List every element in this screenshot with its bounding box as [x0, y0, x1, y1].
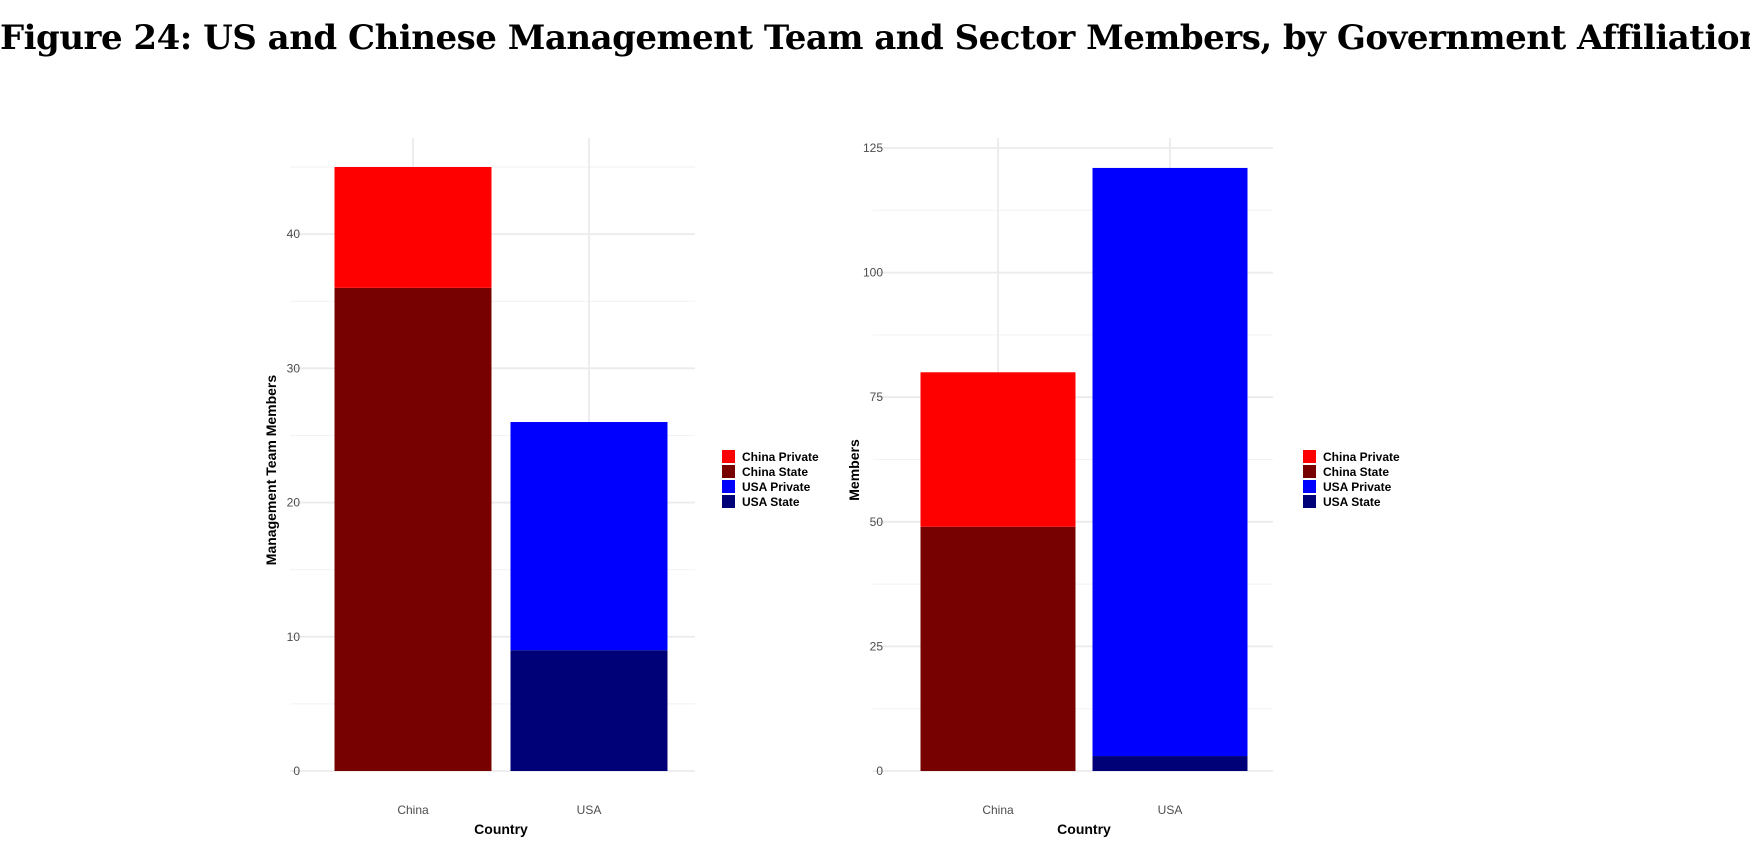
legend-label-usa-state: USA State	[742, 495, 800, 509]
bar-usa-usa-state	[1092, 756, 1248, 771]
bars	[334, 167, 668, 771]
legend-swatch-usa-state	[722, 495, 735, 508]
bar-china-china-state	[920, 526, 1076, 771]
x-axis-title: Country	[474, 821, 528, 837]
y-tick-label: 20	[287, 496, 301, 510]
y-tick-label: 75	[870, 390, 884, 404]
bar-usa-usa-private	[1092, 167, 1248, 757]
legend-label-china-state: China State	[1323, 465, 1389, 479]
y-tick-label: 30	[287, 361, 301, 375]
bar-china-china-state	[334, 287, 492, 771]
y-tick-label: 0	[876, 764, 883, 778]
chart-2: 0 25 50 75 100 125 China USA Country Members China…	[846, 138, 1400, 837]
legend-label-china-state: China State	[742, 465, 808, 479]
bar-china-china-private	[334, 167, 492, 288]
y-tick-label: 100	[863, 266, 883, 280]
y-tick-label: 50	[870, 515, 884, 529]
y-axis-title: Members	[846, 439, 862, 501]
legend-label-usa-private: USA Private	[742, 480, 811, 494]
bar-china-china-private	[920, 372, 1076, 527]
legend-swatch-china-private	[722, 450, 735, 463]
x-tick-label: USA	[577, 803, 602, 817]
y-tick-label: 40	[287, 227, 301, 241]
x-tick-label: China	[397, 803, 429, 817]
y-tick-label: 0	[293, 764, 300, 778]
legend-label-usa-state: USA State	[1323, 495, 1381, 509]
legend-swatch-china-private	[1303, 450, 1316, 463]
y-tick-label: 10	[287, 630, 301, 644]
y-tick-label: 25	[870, 639, 884, 653]
legend-swatch-usa-private	[1303, 480, 1316, 493]
x-tick-label: China	[982, 803, 1014, 817]
y-axis-title: Management Team Members	[263, 375, 279, 566]
legend-label-usa-private: USA Private	[1323, 480, 1392, 494]
legend-swatch-china-state	[722, 465, 735, 478]
x-axis-title: Country	[1057, 821, 1111, 837]
legend-label-china-private: China Private	[742, 450, 819, 464]
bar-usa-usa-state	[510, 650, 668, 771]
legend-swatch-usa-state	[1303, 495, 1316, 508]
legend-swatch-usa-private	[722, 480, 735, 493]
legend-swatch-china-state	[1303, 465, 1316, 478]
page-title: Figure 24: US and Chinese Management Tea…	[0, 18, 1750, 58]
legend-label-china-private: China Private	[1323, 450, 1400, 464]
y-tick-label: 125	[863, 141, 883, 155]
chart-1: 0 10 20 30 40 China USA Country Management Team …	[263, 138, 819, 837]
bars	[920, 167, 1248, 771]
bar-usa-usa-private	[510, 422, 668, 651]
x-tick-label: USA	[1158, 803, 1183, 817]
